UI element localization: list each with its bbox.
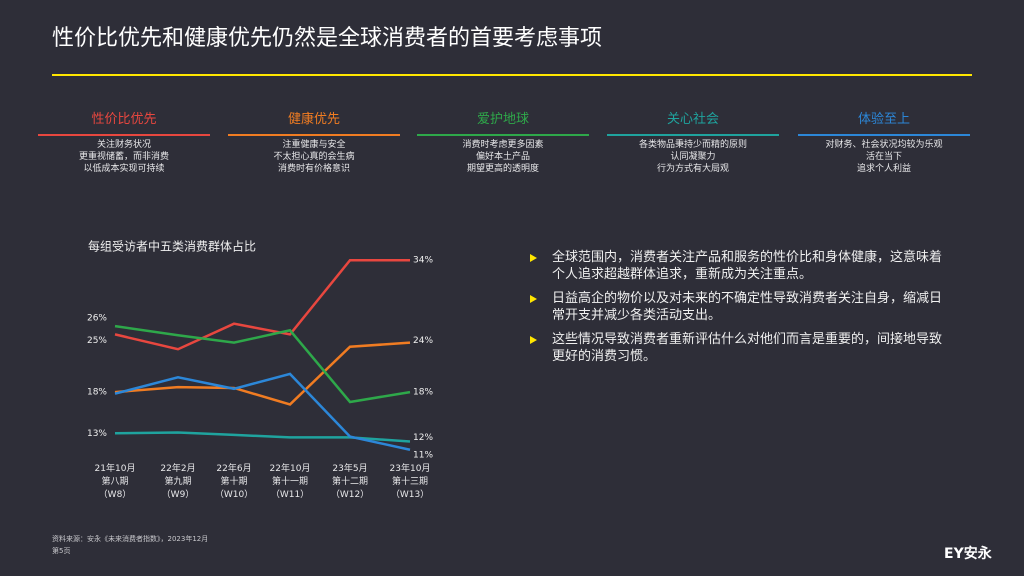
segment-description: 注重健康与安全	[282, 140, 346, 150]
data-label: 18%	[87, 388, 107, 398]
logo: EY安永	[944, 546, 992, 562]
segment-description: 偏好本土产品	[475, 152, 530, 162]
segment-description: 对财务、社会状况均较为乐观	[825, 140, 943, 150]
segment: 体验至上对财务、社会状况均较为乐观 活在当下追求个人利益	[798, 110, 970, 175]
title-rule	[52, 74, 972, 76]
data-label: 18%	[413, 388, 433, 398]
source-note: 资料来源：安永《未来消费者指数》，2023年12月	[52, 535, 209, 543]
segment-description: 追求个人利益	[856, 164, 911, 174]
segment-description: 消费时有价格意识	[277, 164, 350, 174]
data-label: 26%	[87, 314, 107, 324]
segment-heading: 爱护地球	[476, 112, 529, 127]
slide-title: 性价比优先和健康优先仍然是全球消费者的首要考虑事项	[52, 26, 603, 51]
data-label: 13%	[87, 429, 107, 439]
x-tick-label: 21年10月 第八期 （W8）	[94, 464, 136, 500]
series-line	[114, 324, 411, 404]
chart: 每组受访者中五类消费群体占比 25% 34% 18% 24% 26% 18% 13% 12% 1…	[87, 239, 433, 461]
data-label: 11%	[413, 450, 433, 460]
segment-heading: 性价比优先	[91, 112, 157, 127]
series-line	[114, 341, 411, 406]
segment-rule	[228, 134, 400, 136]
segment-rule	[798, 134, 970, 136]
bullet: 这些情况导致消费者重新评估什么对他们而言是重要的，间接地导致更好的消费习惯。	[528, 331, 948, 365]
segment: 健康优先注重健康与安全 不太担心真的会生病 消费时有价格意识	[228, 110, 400, 175]
segment-heading: 健康优先	[287, 112, 340, 127]
segment: 性价比优先关注财务状况更重视储蓄，而非消费 以低成本实现可持续	[38, 110, 210, 175]
segment-description: 不太担心真的会生病	[273, 152, 355, 162]
chart-title: 每组受访者中五类消费群体占比	[88, 239, 256, 254]
page-number: 第5页	[52, 547, 71, 555]
data-label: 24%	[413, 336, 433, 346]
series-line	[114, 372, 411, 451]
x-tick-label: 23年10月 第十三期 （W13）	[389, 464, 431, 500]
segment-description: 行为方式有大局观	[656, 164, 729, 174]
segment-description: 关注财务状况	[96, 140, 151, 150]
data-label: 25%	[87, 336, 107, 346]
segment-rule	[38, 134, 210, 136]
data-label: 12%	[413, 433, 433, 443]
segment-heading: 体验至上	[857, 112, 910, 127]
segment-rule	[607, 134, 779, 136]
bullet: 全球范围内，消费者关注产品和服务的性价比和身体健康，这意味着个人追求超越群体追求…	[528, 249, 948, 283]
segment: 关心社会各类物品秉持少而精的原则 认同凝聚力行为方式有大局观	[607, 110, 779, 175]
segment-description: 期望更高的透明度	[466, 164, 539, 174]
segment-description: 认同凝聚力	[670, 152, 716, 162]
series-line	[114, 258, 410, 351]
x-tick-label: 22年2月 第九期 （W9）	[160, 464, 196, 500]
data-label: 34%	[413, 256, 433, 266]
segment-heading: 关心社会	[666, 112, 719, 127]
segment-description: 活在当下	[865, 152, 902, 162]
segment: 爱护地球消费时考虑更多因素 偏好本土产品 期望更高的透明度	[417, 110, 589, 175]
segment-rule	[417, 134, 589, 136]
bullet: 日益高企的物价以及对未来的不确定性导致消费者关注自身，缩减日常开支并减少各类活动…	[528, 290, 948, 324]
segment-description: 以低成本实现可持续	[83, 164, 165, 174]
bullet-list: 全球范围内，消费者关注产品和服务的性价比和身体健康，这意味着个人追求超越群体追求…	[528, 249, 948, 372]
segment-description: 消费时考虑更多因素	[462, 140, 544, 150]
segment-description: 更重视储蓄，而非消费	[78, 152, 169, 162]
x-tick-label: 22年10月 第十一期 （W11）	[269, 464, 311, 500]
x-tick-label: 23年5月 第十二期 （W12）	[330, 464, 370, 500]
x-tick-label: 22年6月 第十期 （W10）	[214, 464, 254, 500]
segment-description: 各类物品秉持少而精的原则	[638, 140, 747, 150]
